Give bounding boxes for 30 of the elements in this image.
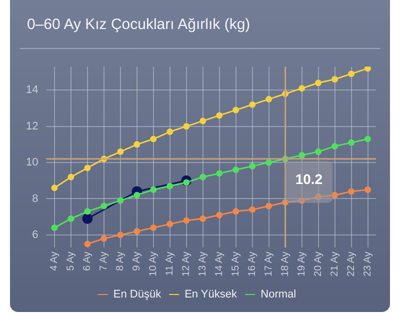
- x-tick-label: 12 Ay: [181, 252, 192, 276]
- legend-label: Normal: [260, 288, 296, 301]
- x-tick-label: 13 Ay: [198, 252, 209, 276]
- x-tick-label: 10 Ay: [148, 252, 160, 276]
- y-tick-label: 14: [26, 84, 38, 96]
- y-tick-label: 10: [26, 156, 38, 169]
- x-tick-label: 17 Ay: [264, 252, 275, 276]
- x-tick-label: 16 Ay: [247, 252, 258, 276]
- y-tick-label: 6: [32, 228, 38, 241]
- x-tick-label: 23 Ay: [362, 252, 374, 276]
- y-tick-label: 8: [32, 192, 38, 205]
- x-tick-label: 22 Ay: [346, 252, 358, 276]
- x-tick-label: 20 Ay: [313, 252, 324, 276]
- x-tick-label: 14 Ay: [214, 252, 226, 276]
- chart-title: 0–60 Ay Kız Çocukları Ağırlık (kg): [27, 16, 250, 33]
- legend-label: En Düşük: [113, 288, 162, 301]
- x-tick-label: 21 Ay: [330, 252, 341, 276]
- x-tick-label: 19 Ay: [296, 252, 308, 276]
- x-tick-label: 7 Ay: [98, 252, 110, 271]
- x-tick-label: 6 Ay: [82, 252, 94, 271]
- legend-label: En Yüksek: [184, 288, 238, 301]
- y-tick-label: 12: [26, 120, 38, 132]
- x-tick-label: 9 Ay: [132, 252, 143, 271]
- x-tick-label: 5 Ay: [66, 252, 77, 271]
- x-tick-label: 8 Ay: [115, 252, 126, 271]
- x-tick-label: 15 Ay: [230, 252, 242, 276]
- x-tick-label: 11 Ay: [164, 252, 176, 276]
- x-tick-label: 4 Ay: [49, 252, 60, 271]
- annotation: 10.2: [295, 170, 323, 187]
- x-tick-label: 18 Ay: [280, 252, 292, 276]
